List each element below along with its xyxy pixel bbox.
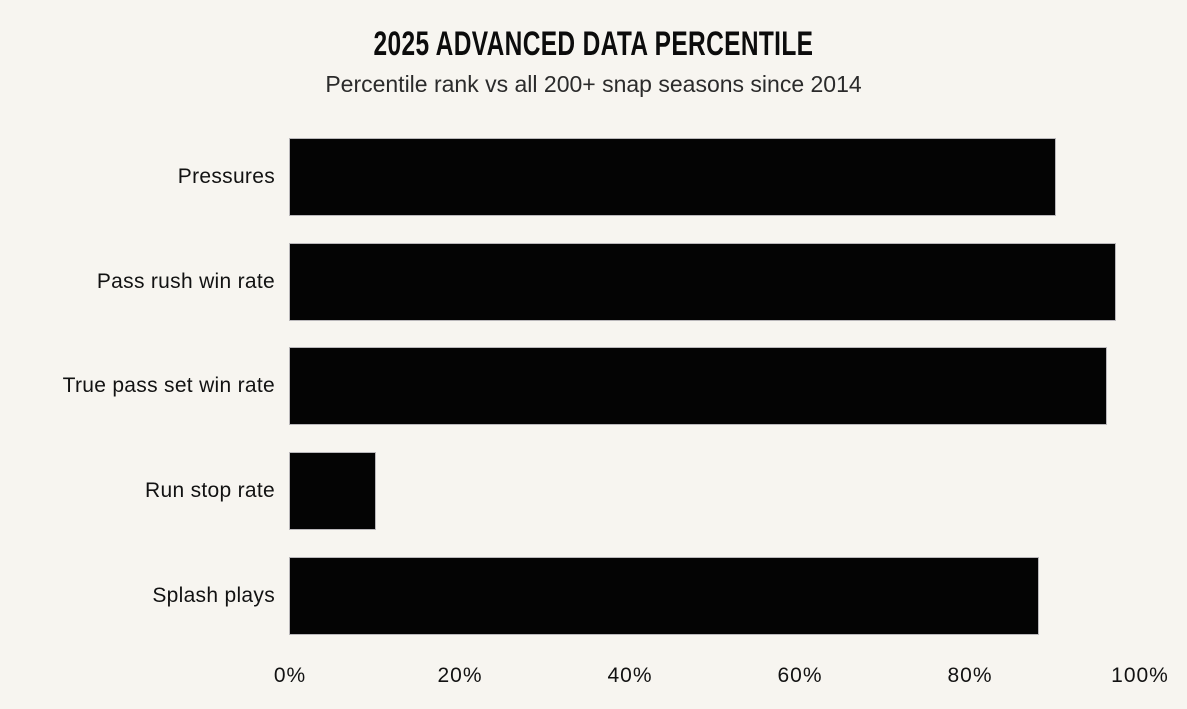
- bar-row: Pressures: [0, 125, 1187, 230]
- x-tick-label: 0%: [273, 663, 307, 687]
- bar-track: [290, 243, 1140, 320]
- chart-header: 2025 ADVANCED DATA PERCENTILE Percentile…: [0, 0, 1187, 99]
- x-tick-label: 60%: [777, 663, 823, 687]
- bar-row: True pass set win rate: [0, 334, 1187, 439]
- bar-row: Splash plays: [0, 543, 1187, 648]
- x-axis: 0% 20% 40% 60% 80% 100%: [274, 663, 1168, 694]
- bar-track: [290, 348, 1140, 425]
- category-label: Pressures: [177, 165, 275, 189]
- bar: [290, 243, 1115, 320]
- category-label: Splash plays: [152, 583, 275, 607]
- category-label: True pass set win rate: [62, 374, 275, 398]
- chart-subtitle: Percentile rank vs all 200+ snap seasons…: [325, 71, 862, 97]
- bar: [290, 139, 1055, 216]
- bar: [290, 557, 1038, 634]
- bar: [290, 453, 375, 530]
- x-tick-label: 100%: [1111, 663, 1169, 687]
- category-label: Pass rush win rate: [96, 269, 275, 293]
- bar-track: [290, 139, 1140, 216]
- x-tick-label: 20%: [437, 663, 483, 687]
- bar-row: Pass rush win rate: [0, 230, 1187, 335]
- x-tick-label: 80%: [947, 663, 993, 687]
- bar: [290, 348, 1106, 425]
- bar-track: [290, 453, 1140, 530]
- x-tick-label: 40%: [607, 663, 653, 687]
- bar-track: [290, 557, 1140, 634]
- plot-area: Pressures Pass rush win rate True pass set…: [0, 125, 1187, 648]
- category-label: Run stop rate: [145, 479, 275, 503]
- bar-row: Run stop rate: [0, 439, 1187, 544]
- chart-title: 2025 ADVANCED DATA PERCENTILE: [373, 25, 814, 63]
